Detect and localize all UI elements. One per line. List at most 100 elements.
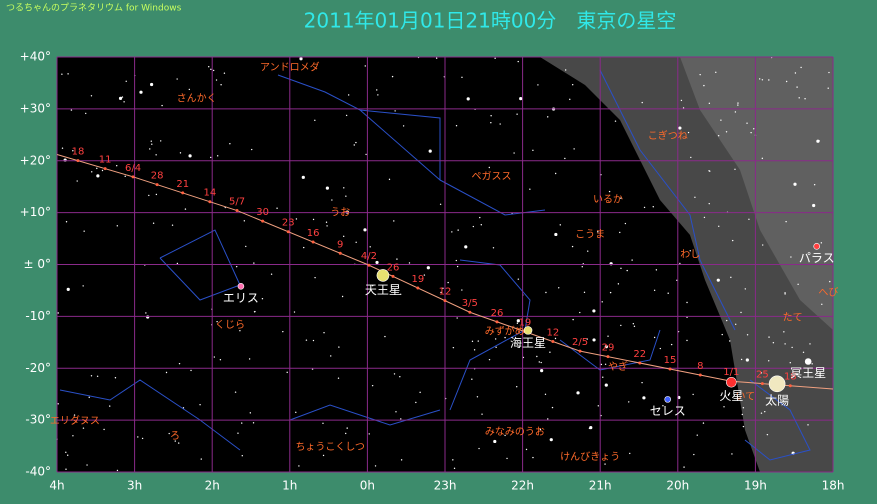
ecliptic-tick xyxy=(131,175,135,179)
star xyxy=(161,104,163,107)
ecliptic-date: 19 xyxy=(411,274,424,285)
star xyxy=(609,291,612,294)
star xyxy=(282,330,284,333)
star xyxy=(393,220,395,222)
star xyxy=(676,279,678,281)
star xyxy=(694,196,696,198)
star xyxy=(549,438,553,442)
star xyxy=(569,98,571,101)
star xyxy=(168,432,170,435)
constellation-name: ろ xyxy=(170,431,180,442)
star xyxy=(682,107,685,109)
star xyxy=(82,285,84,287)
star xyxy=(758,78,761,80)
star xyxy=(400,459,403,461)
star xyxy=(516,386,518,388)
star xyxy=(800,66,802,69)
y-tick-label: -10° xyxy=(25,309,51,323)
star xyxy=(576,391,580,395)
ecliptic-tick xyxy=(760,382,764,386)
star xyxy=(57,403,59,405)
star xyxy=(337,377,340,379)
ecliptic-date: 8 xyxy=(697,361,703,372)
star xyxy=(435,57,438,59)
star xyxy=(643,206,646,209)
star xyxy=(451,231,453,233)
star xyxy=(151,143,153,145)
ecliptic-date: 9 xyxy=(337,239,343,250)
star xyxy=(760,412,763,414)
line xyxy=(559,329,661,371)
star xyxy=(686,301,688,304)
star xyxy=(794,72,797,74)
star xyxy=(517,278,520,280)
star xyxy=(415,401,417,404)
star xyxy=(471,378,473,380)
star xyxy=(495,346,497,348)
star xyxy=(652,206,654,208)
star xyxy=(641,381,643,384)
star xyxy=(137,436,139,438)
star xyxy=(178,442,180,444)
star xyxy=(690,156,692,159)
star xyxy=(785,80,788,83)
star xyxy=(72,435,74,437)
ecliptic-date: 5/7 xyxy=(229,197,245,208)
ecliptic-date: 28 xyxy=(151,171,164,182)
star xyxy=(614,120,617,122)
star xyxy=(708,202,710,205)
star xyxy=(703,216,706,219)
star xyxy=(472,225,475,228)
star xyxy=(400,418,402,420)
x-tick-label: 3h xyxy=(127,479,142,493)
star xyxy=(679,262,681,265)
star xyxy=(237,432,239,434)
star xyxy=(768,79,770,81)
star xyxy=(670,343,673,346)
ecliptic-tick xyxy=(391,274,395,278)
constellation-name: みなみのうお xyxy=(485,426,545,438)
star xyxy=(121,96,124,98)
y-tick-label: ± 0° xyxy=(23,257,51,271)
line xyxy=(59,379,241,451)
star xyxy=(377,94,379,96)
star xyxy=(564,69,567,71)
star xyxy=(547,116,549,118)
star xyxy=(391,75,394,78)
star xyxy=(571,245,574,248)
star xyxy=(345,195,347,197)
star xyxy=(471,340,474,343)
x-tick-label: 4h xyxy=(49,479,64,493)
star xyxy=(241,422,243,424)
star xyxy=(554,172,557,175)
star xyxy=(176,262,179,265)
y-tick-label: -30° xyxy=(25,413,51,427)
star xyxy=(103,428,105,431)
body xyxy=(804,358,812,365)
star xyxy=(65,221,68,223)
star xyxy=(554,337,557,340)
body xyxy=(376,269,390,282)
ecliptic-tick xyxy=(468,310,472,314)
star xyxy=(816,139,820,143)
star xyxy=(604,463,606,465)
star xyxy=(347,94,350,96)
star xyxy=(493,439,497,444)
star xyxy=(208,65,210,68)
star xyxy=(629,452,631,455)
star xyxy=(798,97,800,99)
star xyxy=(178,362,181,365)
star xyxy=(270,273,273,275)
star xyxy=(150,140,152,142)
star xyxy=(784,292,786,294)
star xyxy=(678,126,682,130)
body-name: 太陽 xyxy=(765,392,789,407)
star xyxy=(452,459,454,461)
star xyxy=(355,241,357,243)
star xyxy=(346,427,348,429)
star xyxy=(442,287,444,290)
star xyxy=(395,411,397,413)
star xyxy=(91,171,93,173)
star xyxy=(604,345,608,349)
